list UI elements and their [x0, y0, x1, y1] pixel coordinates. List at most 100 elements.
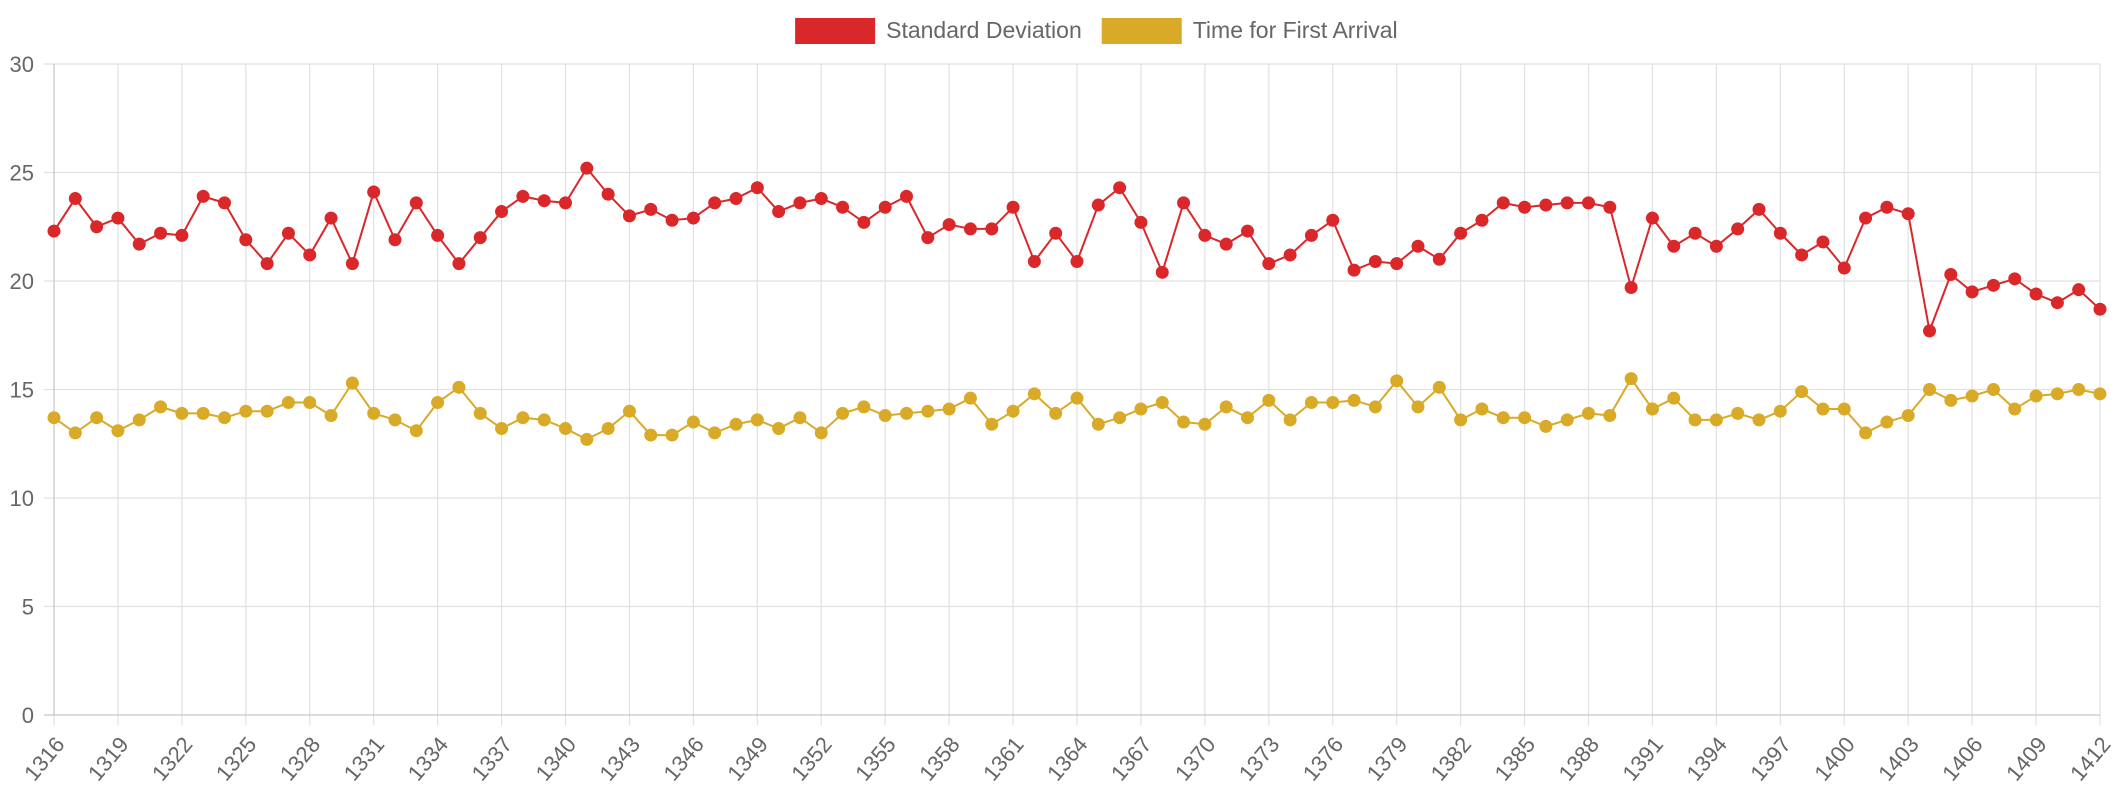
data-point — [1582, 406, 1595, 420]
x-tick-label: 1406 — [1937, 732, 1988, 786]
data-point — [1006, 404, 1020, 418]
data-point — [2072, 383, 2086, 396]
data-point — [1049, 406, 1063, 420]
data-point — [942, 218, 956, 232]
data-point — [1560, 413, 1574, 427]
data-point — [772, 422, 786, 436]
data-point — [921, 404, 935, 418]
x-tick-label: 1361 — [978, 732, 1029, 786]
data-point — [729, 417, 743, 431]
data-point — [47, 411, 61, 425]
data-point — [1880, 200, 1894, 214]
data-point — [90, 411, 104, 425]
x-tick-label: 1379 — [1362, 732, 1413, 786]
data-point — [1582, 196, 1595, 210]
data-point — [622, 209, 636, 223]
data-point — [495, 422, 509, 436]
data-point — [473, 406, 487, 420]
legend-item[interactable]: Standard Deviation — [795, 17, 1082, 44]
data-point — [1901, 207, 1915, 221]
data-point — [580, 432, 594, 446]
data-point — [665, 213, 679, 227]
data-point — [111, 424, 125, 438]
data-point — [836, 406, 850, 420]
x-tick-label: 1319 — [83, 732, 134, 786]
grid — [44, 63, 2101, 725]
data-point — [239, 404, 253, 418]
data-point — [345, 257, 359, 271]
data-point — [836, 200, 850, 214]
data-point — [537, 194, 551, 208]
data-point — [218, 411, 231, 425]
series-1 — [47, 161, 2107, 338]
data-point — [750, 413, 764, 427]
x-tick-label: 1346 — [658, 732, 709, 786]
legend[interactable]: Standard Deviation Time for First Arrival — [795, 17, 1398, 44]
legend-label: Standard Deviation — [886, 17, 1082, 43]
data-point — [303, 396, 317, 410]
x-tick-label: 1403 — [1873, 732, 1924, 786]
data-point — [900, 189, 913, 203]
data-point — [1709, 239, 1723, 253]
data-point — [431, 396, 445, 410]
data-point — [601, 187, 615, 201]
data-point — [1326, 213, 1340, 227]
data-point — [1283, 248, 1297, 262]
data-point — [1368, 254, 1382, 268]
x-tick-label: 1376 — [1298, 732, 1349, 786]
data-point — [1432, 252, 1446, 266]
data-point — [985, 417, 999, 431]
x-tick-label: 1349 — [722, 732, 773, 786]
data-point — [1454, 413, 1468, 427]
x-tick-label: 1325 — [211, 732, 262, 786]
data-point — [1283, 413, 1297, 427]
data-point — [409, 196, 423, 210]
data-point — [708, 426, 722, 440]
data-point — [1027, 254, 1041, 268]
data-point — [1432, 380, 1446, 394]
data-point — [644, 202, 658, 216]
data-point — [793, 411, 807, 425]
data-point — [1816, 235, 1830, 249]
x-tick-label: 1391 — [1617, 732, 1668, 786]
legend-swatch — [795, 18, 876, 44]
data-point — [1326, 396, 1340, 410]
data-point — [963, 222, 977, 236]
data-point — [1027, 387, 1041, 401]
data-point — [1091, 198, 1105, 212]
data-point — [686, 415, 700, 429]
data-point — [1731, 222, 1745, 236]
data-point — [857, 215, 871, 229]
data-point — [431, 228, 445, 242]
data-point — [793, 196, 807, 210]
y-tick-label: 5 — [22, 595, 34, 620]
data-point — [1624, 281, 1638, 295]
data-point — [878, 409, 892, 423]
data-point — [452, 380, 466, 394]
data-point — [921, 231, 935, 245]
data-point — [1986, 278, 2000, 292]
data-point — [1944, 393, 1958, 407]
data-point — [1667, 239, 1681, 253]
x-tick-label: 1397 — [1745, 732, 1796, 786]
x-tick-label: 1328 — [275, 732, 326, 786]
data-point — [1688, 413, 1702, 427]
data-point — [1496, 411, 1510, 425]
data-point — [878, 200, 892, 214]
data-point — [1603, 409, 1617, 423]
data-point — [495, 205, 509, 219]
data-point — [1006, 200, 1020, 214]
data-point — [559, 422, 572, 436]
data-point — [1454, 226, 1468, 240]
x-tick-label: 1412 — [2065, 732, 2116, 786]
legend-item[interactable]: Time for First Arrival — [1101, 17, 1398, 44]
data-point — [1539, 198, 1553, 212]
data-point — [1645, 402, 1659, 416]
x-tick-label: 1352 — [786, 732, 837, 786]
series — [47, 161, 2107, 446]
data-point — [1049, 226, 1063, 240]
data-point — [1219, 400, 1233, 414]
data-point — [68, 426, 82, 440]
data-point — [1155, 265, 1169, 279]
